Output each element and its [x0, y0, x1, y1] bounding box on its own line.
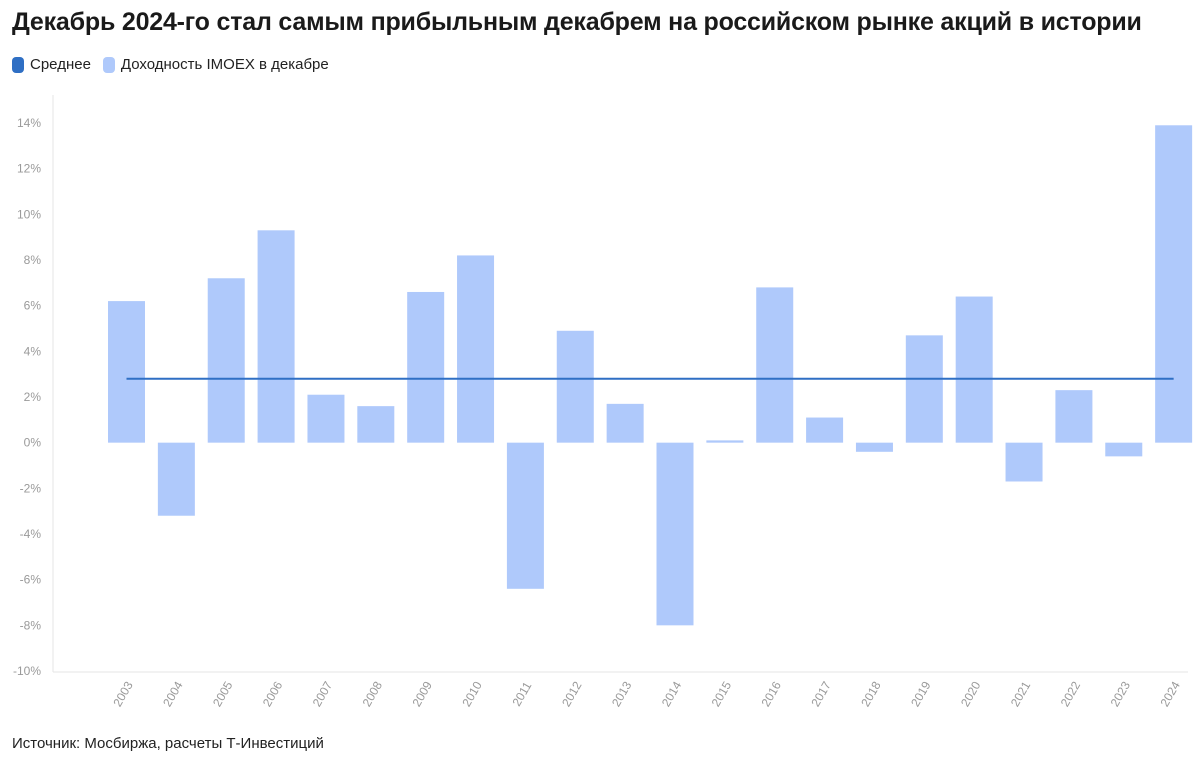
x-tick-label: 2019: [908, 679, 934, 709]
x-tick-label: 2022: [1058, 679, 1084, 709]
bar-2019: [905, 335, 943, 443]
x-tick-label: 2013: [609, 679, 635, 709]
legend: Среднее Доходность IMOEX в декабре: [12, 56, 341, 73]
bar-2007: [307, 394, 345, 443]
x-tick-label: 2009: [409, 679, 435, 709]
bar-2024: [1155, 125, 1193, 443]
x-tick-label: 2023: [1108, 679, 1134, 709]
bar-chart: 14% 12% 10% 8% 6% 4% 2% 0% -2% -4% -6% -8% -10% 2003 2…: [13, 95, 1193, 709]
x-tick-label: 2011: [509, 679, 534, 709]
x-tick-label: 2020: [958, 679, 984, 709]
y-tick-label: 2%: [24, 390, 42, 404]
y-tick-label: -2%: [20, 481, 42, 495]
source-note: Источник: Мосбиржа, расчеты Т-Инвестиций: [12, 735, 324, 752]
bar-2020: [955, 296, 993, 443]
bar-2013: [606, 403, 644, 443]
x-tick-label: 2010: [459, 679, 485, 709]
y-tick-label: 10%: [17, 207, 41, 221]
legend-swatch-average: [12, 56, 24, 73]
bar-2015: [706, 440, 744, 443]
bar-2005: [207, 278, 245, 443]
bar-2014: [656, 442, 694, 626]
x-tick-label: 2006: [260, 679, 286, 709]
bar-2022: [1055, 390, 1093, 443]
y-tick-label: -6%: [20, 573, 42, 587]
bar-2021: [1005, 442, 1043, 482]
bar-2018: [855, 442, 893, 452]
legend-swatch-returns: [102, 56, 115, 73]
y-tick-label: -10%: [13, 664, 41, 678]
chart-title: Декабрь 2024-го стал самым прибыльным де…: [12, 8, 1142, 36]
x-tick-label: 2008: [360, 679, 386, 709]
x-tick-label: 2024: [1157, 679, 1183, 709]
y-tick-label: 8%: [24, 253, 42, 267]
bar-2003: [108, 301, 145, 443]
bar-2010: [457, 255, 495, 443]
y-tick-label: 0%: [24, 436, 42, 450]
bar-2008: [357, 406, 395, 443]
x-tick-label: 2018: [858, 679, 884, 709]
bar-2006: [257, 230, 295, 443]
bar-2011: [506, 442, 544, 589]
bar-2017: [806, 417, 844, 443]
x-tick-label: 2016: [759, 679, 785, 709]
bar-2012: [556, 330, 594, 443]
x-tick-label: 2004: [160, 679, 186, 709]
x-tick-label: 2017: [808, 679, 834, 709]
x-tick-label: 2012: [559, 679, 585, 709]
bar-2009: [407, 291, 445, 443]
legend-label-returns: Доходность IMOEX в декабре: [120, 56, 329, 73]
x-tick-label: 2005: [210, 679, 236, 709]
y-tick-label: 12%: [17, 162, 41, 176]
x-tick-label: 2021: [1008, 679, 1034, 709]
legend-label-average: Среднее: [30, 56, 91, 73]
x-tick-label: 2014: [659, 679, 685, 709]
y-tick-label: -4%: [20, 527, 42, 541]
y-tick-label: -8%: [20, 618, 42, 632]
y-tick-label: 6%: [24, 299, 42, 313]
legend-item-returns: Доходность IMOEX в декабре: [102, 56, 329, 73]
y-tick-label: 14%: [17, 116, 41, 130]
bar-2016: [756, 287, 794, 443]
x-tick-label: 2015: [709, 679, 735, 709]
x-tick-label: 2007: [310, 679, 336, 709]
y-tick-label: 4%: [24, 344, 42, 358]
x-tick-label: 2003: [110, 679, 136, 709]
bar-2004: [157, 442, 195, 516]
bar-2023: [1105, 442, 1143, 457]
legend-item-average: Среднее: [12, 56, 91, 73]
